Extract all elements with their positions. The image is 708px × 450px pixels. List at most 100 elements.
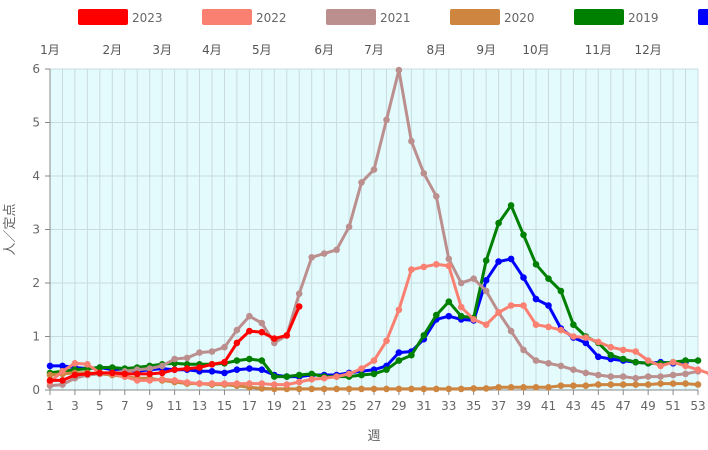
data-point[interactable] <box>308 385 316 393</box>
data-point[interactable] <box>233 339 241 347</box>
data-point[interactable] <box>395 349 403 356</box>
data-point[interactable] <box>333 373 340 380</box>
data-point[interactable] <box>557 287 565 295</box>
data-point[interactable] <box>333 385 340 393</box>
data-point[interactable] <box>482 257 490 264</box>
data-point[interactable] <box>208 348 216 355</box>
data-point[interactable] <box>183 379 191 386</box>
data-point[interactable] <box>358 365 365 372</box>
data-point[interactable] <box>607 351 615 359</box>
data-point[interactable] <box>96 364 104 371</box>
data-point[interactable] <box>570 366 577 374</box>
data-point[interactable] <box>682 357 689 364</box>
data-point[interactable] <box>433 193 440 200</box>
data-point[interactable] <box>233 326 241 334</box>
data-point[interactable] <box>445 262 453 270</box>
data-point[interactable] <box>258 328 266 336</box>
data-point[interactable] <box>295 385 303 393</box>
data-point[interactable] <box>595 338 602 346</box>
data-point[interactable] <box>682 362 689 370</box>
data-point[interactable] <box>84 361 91 368</box>
data-point[interactable] <box>295 303 303 310</box>
data-point[interactable] <box>669 358 677 366</box>
data-point[interactable] <box>109 369 116 377</box>
data-point[interactable] <box>383 337 390 345</box>
data-point[interactable] <box>183 365 191 372</box>
data-point[interactable] <box>445 312 453 320</box>
data-point[interactable] <box>545 360 552 367</box>
data-point[interactable] <box>283 381 291 388</box>
data-point[interactable] <box>395 357 403 364</box>
data-point[interactable] <box>545 384 552 391</box>
data-point[interactable] <box>495 384 502 391</box>
data-point[interactable] <box>370 385 378 393</box>
data-point[interactable] <box>333 246 340 254</box>
data-point[interactable] <box>408 351 415 359</box>
data-point[interactable] <box>420 263 428 271</box>
data-point[interactable] <box>495 219 502 227</box>
data-point[interactable] <box>632 374 639 382</box>
data-point[interactable] <box>557 326 565 334</box>
data-point[interactable] <box>221 343 228 351</box>
data-point[interactable] <box>208 368 216 375</box>
data-point[interactable] <box>607 373 615 380</box>
data-point[interactable] <box>457 385 465 393</box>
data-point[interactable] <box>582 382 590 390</box>
data-point[interactable] <box>358 371 365 379</box>
data-point[interactable] <box>208 361 216 368</box>
data-point[interactable] <box>632 348 639 355</box>
data-point[interactable] <box>196 380 203 387</box>
data-point[interactable] <box>133 370 141 378</box>
data-point[interactable] <box>420 385 428 393</box>
data-point[interactable] <box>221 358 228 366</box>
data-point[interactable] <box>109 364 116 371</box>
data-point[interactable] <box>482 277 490 284</box>
data-point[interactable] <box>320 374 328 382</box>
data-point[interactable] <box>246 380 253 387</box>
data-point[interactable] <box>607 381 615 388</box>
data-point[interactable] <box>644 357 652 364</box>
data-point[interactable] <box>433 311 440 319</box>
data-point[interactable] <box>246 327 253 335</box>
data-point[interactable] <box>657 380 664 387</box>
data-point[interactable] <box>233 380 241 387</box>
data-point[interactable] <box>158 376 166 383</box>
data-point[interactable] <box>358 179 365 186</box>
data-point[interactable] <box>632 358 639 366</box>
data-point[interactable] <box>408 137 415 145</box>
data-point[interactable] <box>221 380 228 387</box>
data-point[interactable] <box>470 385 478 392</box>
data-point[interactable] <box>420 170 428 177</box>
data-point[interactable] <box>295 378 303 386</box>
data-point[interactable] <box>582 334 590 341</box>
data-point[interactable] <box>308 376 316 383</box>
data-point[interactable] <box>595 353 602 361</box>
data-point[interactable] <box>520 231 527 239</box>
data-point[interactable] <box>258 357 266 364</box>
data-point[interactable] <box>619 346 627 354</box>
data-point[interactable] <box>370 370 378 378</box>
data-point[interactable] <box>370 166 378 173</box>
data-point[interactable] <box>171 366 178 374</box>
data-point[interactable] <box>271 373 278 380</box>
data-point[interactable] <box>495 258 502 265</box>
data-point[interactable] <box>619 355 627 363</box>
data-point[interactable] <box>557 362 565 370</box>
data-point[interactable] <box>395 385 403 393</box>
data-point[interactable] <box>445 255 453 263</box>
data-point[interactable] <box>457 312 465 320</box>
data-point[interactable] <box>295 290 303 298</box>
data-point[interactable] <box>495 309 502 316</box>
data-point[interactable] <box>532 295 540 303</box>
data-point[interactable] <box>482 385 490 392</box>
data-point[interactable] <box>233 366 241 374</box>
data-point[interactable] <box>582 339 590 347</box>
data-point[interactable] <box>258 366 266 374</box>
data-point[interactable] <box>183 354 191 362</box>
data-point[interactable] <box>283 332 291 339</box>
data-point[interactable] <box>233 357 241 364</box>
data-point[interactable] <box>395 66 403 74</box>
data-point[interactable] <box>570 321 577 329</box>
data-point[interactable] <box>669 371 677 379</box>
data-point[interactable] <box>320 250 328 257</box>
